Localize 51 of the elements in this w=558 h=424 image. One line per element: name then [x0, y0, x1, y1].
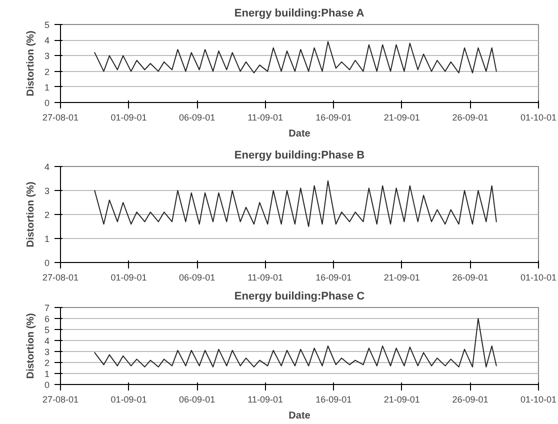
y-tick-label: 3 [44, 186, 50, 196]
x-tick-label: 01-09-01 [110, 112, 147, 122]
x-tick-label: 26-09-01 [452, 112, 488, 122]
x-tick-label: 01-10-01 [520, 112, 557, 122]
y-tick-label: 0 [44, 380, 50, 390]
x-tick-label: 06-09-01 [179, 272, 216, 282]
y-tick-label: 6 [44, 314, 50, 324]
y-tick-label: 4 [44, 336, 50, 346]
y-axis-title: Distortion (%) [25, 182, 36, 248]
chart-title: Energy building:Phase B [234, 150, 365, 162]
y-tick-label: 0 [44, 258, 50, 268]
x-tick-label: 01-09-01 [110, 394, 147, 404]
x-tick-label: 26-09-01 [452, 272, 488, 282]
x-tick-label: 16-09-01 [316, 112, 352, 122]
x-tick-label: 27-08-01 [42, 394, 79, 404]
x-axis-title: Date [288, 410, 311, 422]
y-tick-label: 3 [44, 51, 50, 62]
chart-title: Energy building:Phase C [234, 290, 365, 302]
y-tick-label: 2 [44, 358, 50, 368]
x-tick-label: 16-09-01 [316, 272, 352, 282]
x-tick-label: 27-08-01 [42, 272, 79, 282]
chart-title: Energy building:Phase A [234, 8, 364, 20]
x-tick-label: 11-09-01 [248, 394, 284, 404]
y-tick-label: 0 [44, 98, 50, 108]
x-tick-label: 11-09-01 [248, 112, 284, 122]
y-tick-label: 7 [44, 303, 50, 313]
x-tick-label: 21-09-01 [384, 112, 420, 122]
x-tick-label: 01-09-01 [110, 272, 147, 282]
x-tick-label: 11-09-01 [248, 272, 284, 282]
y-tick-label: 5 [44, 325, 50, 335]
y-tick-label: 2 [44, 210, 50, 220]
y-axis-title: Distortion (%) [25, 313, 36, 379]
x-tick-label: 27-08-01 [42, 112, 79, 122]
x-tick-label: 21-09-01 [384, 394, 420, 404]
x-tick-label: 01-10-01 [520, 272, 557, 282]
y-axis-title: Distortion (%) [25, 30, 36, 96]
x-tick-label: 21-09-01 [384, 272, 420, 282]
x-tick-label: 26-09-01 [452, 394, 488, 404]
x-tick-label: 06-09-01 [179, 394, 216, 404]
y-tick-label: 5 [44, 20, 50, 30]
y-tick-label: 1 [44, 234, 50, 244]
x-tick-label: 16-09-01 [316, 394, 352, 404]
y-tick-label: 1 [44, 369, 50, 379]
x-tick-label: 01-10-01 [520, 394, 557, 404]
y-tick-label: 1 [44, 82, 50, 92]
x-tick-label: 06-09-01 [179, 112, 216, 122]
y-tick-label: 3 [44, 347, 50, 357]
y-tick-label: 2 [44, 66, 50, 77]
x-axis-title: Date [288, 128, 311, 140]
y-tick-label: 4 [44, 162, 50, 172]
y-tick-label: 4 [44, 36, 50, 46]
